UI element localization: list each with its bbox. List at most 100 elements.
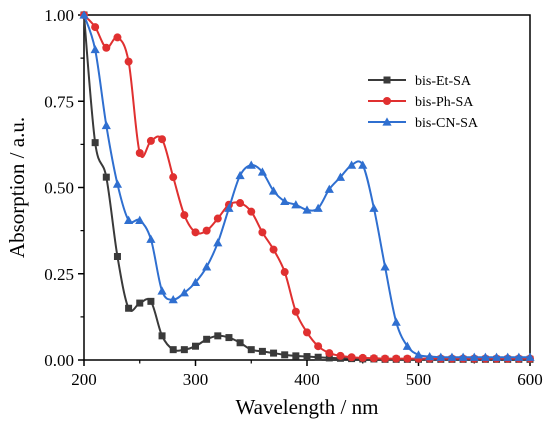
- data-point: [91, 139, 99, 147]
- data-point: [224, 203, 234, 212]
- data-point: [258, 228, 267, 237]
- data-point: [180, 211, 189, 220]
- data-point: [335, 172, 346, 181]
- y-tick-label: 0.25: [44, 265, 74, 284]
- data-point: [336, 351, 345, 360]
- x-tick-label: 300: [183, 370, 209, 389]
- data-point: [358, 160, 368, 169]
- data-point: [447, 352, 457, 361]
- data-point: [101, 120, 111, 130]
- data-point: [190, 277, 201, 287]
- y-tick-label: 0.75: [44, 92, 74, 111]
- data-point: [258, 347, 266, 355]
- x-tick-label: 500: [406, 370, 432, 389]
- data-point: [281, 351, 289, 359]
- data-point: [246, 160, 256, 169]
- data-point: [280, 268, 289, 277]
- plot-frame: [83, 14, 531, 361]
- data-point: [146, 136, 155, 145]
- data-point: [236, 339, 244, 347]
- data-point: [203, 335, 211, 343]
- data-point: [403, 354, 412, 363]
- data-point: [514, 352, 524, 361]
- data-point: [280, 196, 290, 205]
- series-line: [83, 14, 530, 361]
- data-point: [213, 238, 223, 247]
- data-point: [268, 186, 279, 195]
- data-point: [313, 203, 323, 212]
- data-point: [102, 43, 111, 52]
- data-point: [469, 352, 479, 361]
- data-point: [480, 352, 490, 361]
- data-point: [291, 200, 301, 209]
- data-point: [369, 354, 378, 363]
- data-point: [157, 286, 167, 295]
- data-point: [136, 299, 144, 307]
- series-bis-cn-sa: [79, 10, 535, 361]
- data-point: [158, 135, 167, 144]
- data-point: [292, 352, 300, 360]
- series-line: [83, 14, 530, 360]
- data-point: [202, 226, 211, 235]
- data-point: [358, 353, 367, 362]
- data-point: [503, 352, 513, 361]
- legend-swatch-marker: [383, 97, 391, 105]
- data-point: [125, 304, 133, 312]
- series-bis-et-sa: [80, 11, 534, 363]
- series-bis-ph-sa: [80, 11, 534, 363]
- x-tick-label: 600: [517, 370, 543, 389]
- data-point: [169, 346, 177, 354]
- data-point: [180, 346, 188, 354]
- x-tick-label: 400: [294, 370, 320, 389]
- data-point: [135, 215, 145, 224]
- x-tick-label: 200: [71, 370, 97, 389]
- data-point: [302, 205, 312, 214]
- data-point: [413, 350, 424, 359]
- axis-ticks: 200 300 400 500 600 0.00 0.25 0.50 0.75 1.00: [44, 6, 543, 389]
- data-point: [436, 352, 446, 361]
- data-point: [158, 332, 166, 340]
- data-point: [324, 184, 334, 193]
- data-point: [325, 349, 334, 358]
- data-point: [225, 334, 233, 342]
- data-point: [124, 57, 133, 66]
- data-point: [236, 199, 245, 208]
- data-point: [113, 253, 121, 260]
- data-point: [325, 354, 333, 362]
- x-axis-title: Wavelength / nm: [236, 395, 379, 419]
- data-point: [124, 215, 134, 224]
- data-point: [247, 346, 255, 354]
- data-point: [380, 262, 390, 271]
- data-point: [458, 352, 468, 361]
- legend-swatch-marker: [382, 117, 392, 126]
- data-point: [79, 10, 89, 19]
- data-point: [303, 328, 311, 337]
- data-point: [112, 179, 123, 188]
- data-point: [192, 342, 199, 350]
- data-point: [347, 353, 356, 362]
- data-point: [102, 173, 110, 181]
- data-point: [391, 317, 401, 326]
- y-tick-label: 0.00: [44, 351, 74, 370]
- data-point: [392, 354, 401, 363]
- legend-label: bis-Ph-SA: [415, 95, 474, 110]
- y-tick-label: 1.00: [44, 6, 74, 25]
- data-point: [270, 349, 278, 357]
- data-point: [247, 207, 256, 216]
- data-point: [90, 44, 100, 54]
- legend-item: bis-CN-SA: [368, 116, 479, 131]
- data-point: [169, 173, 178, 182]
- data-point: [147, 297, 155, 305]
- data-point: [369, 203, 379, 212]
- data-point: [214, 332, 222, 340]
- data-point: [191, 228, 200, 237]
- y-tick-label: 0.50: [44, 179, 74, 198]
- y-axis-title: Absorption / a.u.: [5, 117, 29, 258]
- legend: bis-Et-SA bis-Ph-SA bis-CN-SA: [368, 74, 479, 131]
- data-point: [113, 33, 122, 42]
- data-point: [168, 295, 178, 304]
- data-point: [291, 307, 300, 316]
- data-point: [146, 234, 156, 243]
- data-point: [213, 214, 222, 223]
